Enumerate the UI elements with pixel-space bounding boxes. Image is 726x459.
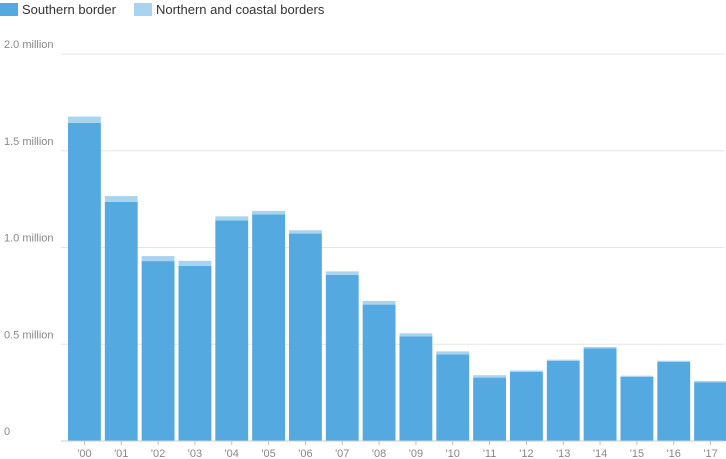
x-tick-label: '08 [372, 448, 386, 459]
bar-northern-coastal-borders [657, 360, 691, 362]
legend-item-northern-coastal[interactable]: Northern and coastal borders [133, 1, 325, 17]
legend-swatch-northern-coastal [133, 2, 152, 16]
bar-northern-coastal-borders [68, 116, 101, 123]
bar-northern-coastal-borders [399, 333, 433, 337]
bar-southern-border [473, 377, 506, 441]
x-tick-label: '15 [630, 448, 644, 459]
bar-northern-coastal-borders [546, 359, 580, 361]
y-tick-label: 1.0 million [4, 233, 54, 245]
bar-northern-coastal-borders [510, 370, 543, 372]
y-tick-label: 2.0 million [4, 39, 54, 51]
x-tick-label: '16 [667, 448, 681, 459]
bar-northern-coastal-borders [178, 260, 212, 266]
bar-southern-border [620, 376, 654, 441]
x-tick-label: '13 [556, 448, 570, 459]
x-tick-label: '00 [77, 448, 91, 459]
bar-northern-coastal-borders [473, 375, 506, 378]
x-tick-label: '02 [151, 448, 165, 459]
y-tick-label: 1.5 million [4, 136, 54, 148]
bar-northern-coastal-borders [620, 375, 654, 377]
bar-northern-coastal-borders [694, 380, 726, 383]
x-tick-label: '10 [446, 448, 460, 459]
x-tick-label: '17 [703, 448, 717, 459]
bar-northern-coastal-borders [141, 256, 175, 262]
bar-southern-border [178, 265, 212, 441]
bar-southern-border [215, 220, 249, 441]
bar-northern-coastal-borders [252, 210, 285, 215]
legend-label-southern: Southern border [22, 1, 116, 17]
bar-northern-coastal-borders [436, 351, 470, 355]
bar-southern-border [436, 354, 470, 441]
bar-southern-border [141, 261, 175, 441]
bar-southern-border [252, 214, 285, 441]
bar-northern-coastal-borders [215, 216, 249, 221]
bar-southern-border [657, 361, 691, 441]
x-tick-label: '11 [483, 448, 497, 459]
x-tick-label: '12 [519, 448, 533, 459]
bar-southern-border [546, 360, 580, 441]
bar-northern-coastal-borders [583, 346, 617, 349]
bar-southern-border [68, 122, 101, 441]
legend-swatch-southern [0, 2, 18, 16]
legend: Southern border Northern and coastal bor… [0, 0, 342, 18]
bar-southern-border [362, 304, 396, 441]
x-tick-label: '07 [335, 448, 349, 459]
x-tick-label: '09 [409, 448, 423, 459]
bar-southern-border [325, 274, 359, 441]
legend-item-southern[interactable]: Southern border [0, 2, 116, 17]
y-tick-label: 0.5 million [4, 329, 54, 341]
bar-southern-border [399, 336, 433, 441]
bar-southern-border [289, 233, 322, 441]
bar-northern-coastal-borders [362, 300, 396, 305]
bar-northern-coastal-borders [104, 196, 138, 202]
bar-southern-border [104, 201, 138, 441]
y-tick-label: 0 [4, 426, 10, 438]
x-tick-label: '05 [261, 448, 275, 459]
x-tick-label: '14 [593, 448, 607, 459]
bar-southern-border [694, 382, 726, 441]
bar-northern-coastal-borders [325, 271, 359, 275]
legend-label-northern-coastal: Northern and coastal borders [155, 1, 325, 17]
x-tick-label: '03 [188, 448, 202, 459]
x-tick-label: '04 [225, 448, 239, 459]
bar-southern-border [583, 348, 617, 441]
x-tick-label: '06 [298, 448, 312, 459]
bar-southern-border [510, 371, 543, 441]
x-tick-label: '01 [114, 448, 128, 459]
bar-northern-coastal-borders [289, 230, 322, 234]
